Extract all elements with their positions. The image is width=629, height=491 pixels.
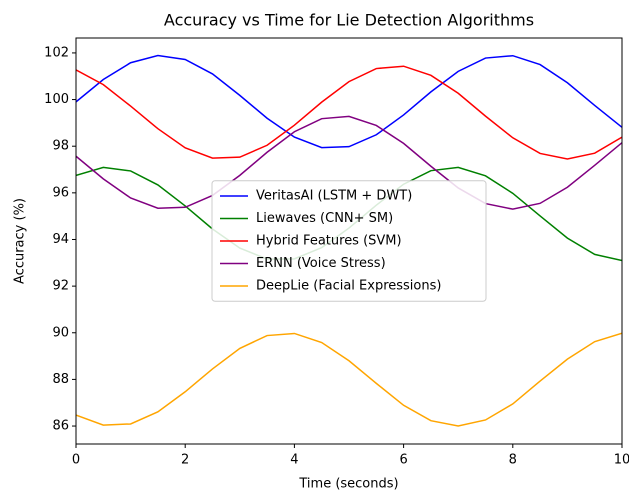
- x-axis-label: Time (seconds): [298, 477, 398, 491]
- x-tick-label: 2: [181, 453, 189, 468]
- x-tick-label: 10: [614, 453, 629, 468]
- series-line: [76, 54, 622, 149]
- y-axis-label: Accuracy (%): [13, 198, 28, 284]
- legend-label: VeritasAI (LSTM + DWT): [256, 189, 412, 204]
- series-line: [76, 65, 622, 160]
- chart-title: Accuracy vs Time for Lie Detection Algor…: [164, 11, 534, 30]
- legend-box: [211, 180, 487, 302]
- x-tick-label: 6: [399, 453, 407, 468]
- legend-label: ERNN (Voice Stress): [256, 256, 386, 271]
- y-tick-label: 98: [52, 139, 69, 154]
- legend-label: Liewaves (CNN+ SM): [256, 211, 393, 226]
- y-tick-label: 90: [52, 325, 69, 340]
- y-tick-label: 96: [52, 185, 69, 200]
- series-line: [76, 115, 622, 210]
- plot-frame: [75, 37, 623, 445]
- legend-label: DeepLie (Facial Expressions): [256, 279, 441, 294]
- series-line: [76, 332, 622, 427]
- x-tick-label: 0: [72, 453, 80, 468]
- legend-label: Hybrid Features (SVM): [256, 234, 402, 249]
- y-tick-label: 102: [44, 45, 69, 60]
- x-tick-label: 8: [509, 453, 517, 468]
- y-tick-label: 100: [44, 92, 69, 107]
- y-tick-label: 88: [52, 372, 69, 387]
- y-tick-label: 92: [52, 279, 69, 294]
- y-tick-label: 86: [52, 419, 69, 434]
- y-tick-label: 94: [52, 232, 69, 247]
- x-tick-label: 4: [290, 453, 298, 468]
